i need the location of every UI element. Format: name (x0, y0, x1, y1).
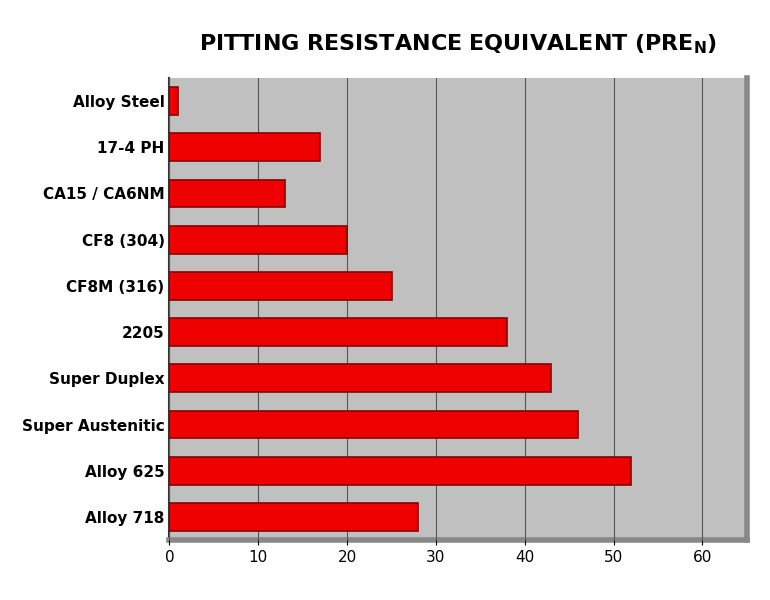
Bar (169, 272, 391, 300)
Bar (169, 133, 320, 161)
Bar (169, 318, 507, 346)
Bar (169, 226, 347, 254)
Bar (169, 179, 285, 208)
Title: $\bf{PITTING\ RESISTANCE\ EQUIVALENT\ (PRE_N)}$: $\bf{PITTING\ RESISTANCE\ EQUIVALENT\ (P… (199, 32, 717, 56)
Bar (169, 410, 578, 439)
Bar (169, 87, 179, 115)
Bar (169, 364, 551, 392)
Bar (169, 503, 418, 531)
Bar (169, 457, 631, 485)
